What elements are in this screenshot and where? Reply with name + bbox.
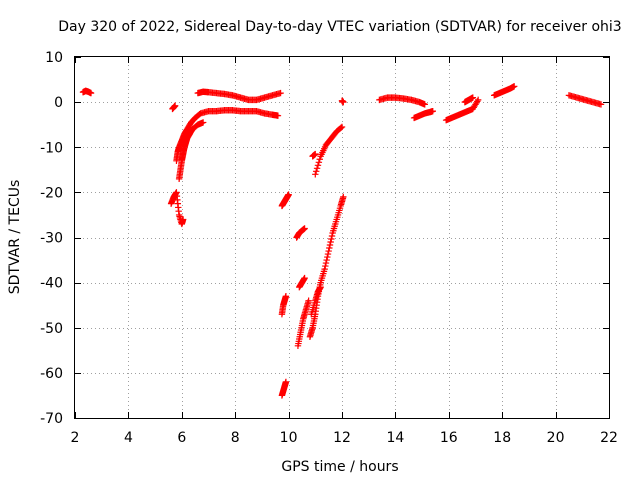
data-point [511, 83, 518, 90]
data-point [325, 247, 332, 255]
x-tick-label: 8 [231, 430, 240, 446]
x-tick-label: 14 [386, 430, 404, 446]
data-point [305, 297, 312, 304]
data-point [274, 112, 282, 119]
data-point [326, 244, 333, 252]
data-point [328, 232, 336, 240]
series-arc-09 [278, 378, 290, 399]
grid [75, 57, 609, 418]
x-tick-label: 6 [177, 430, 186, 446]
y-tick-label: -50 [40, 321, 63, 337]
series-arc-19 [410, 107, 436, 122]
series-arc-16 [312, 123, 346, 178]
series-arc-08 [278, 292, 290, 318]
series-arc-18 [376, 94, 428, 108]
series-arc-04 [173, 107, 282, 164]
y-tick-label: -10 [40, 140, 63, 156]
data-point [324, 253, 331, 261]
series-arc-20 [442, 96, 482, 124]
y-tick-label: -30 [40, 231, 63, 247]
data-point [340, 193, 347, 201]
data-point [312, 171, 319, 178]
data-point [282, 292, 290, 300]
data-point [313, 165, 321, 172]
series-arc-12 [296, 274, 308, 291]
data-point [340, 98, 347, 106]
data-point [324, 250, 332, 258]
data-point [285, 191, 292, 198]
data-point [314, 162, 322, 169]
data-point [312, 150, 319, 158]
series-arc-22 [490, 83, 518, 99]
data-marks [79, 83, 605, 399]
data-point [421, 101, 428, 108]
series-arc-01 [79, 87, 95, 97]
series-arc-02 [169, 102, 179, 113]
data-point [322, 262, 329, 270]
x-tick-label: 16 [440, 430, 458, 446]
x-axis-title: GPS time / hours [281, 459, 398, 475]
data-point [328, 235, 335, 243]
data-point [474, 98, 481, 105]
data-point [469, 94, 477, 101]
data-point [312, 168, 320, 175]
data-point [199, 119, 207, 126]
data-point [327, 238, 334, 246]
y-tick-label: -70 [40, 411, 63, 427]
y-tick-label: -40 [40, 276, 63, 292]
series-arc-11 [294, 297, 312, 349]
data-point [315, 159, 323, 166]
series-arc-23 [565, 92, 605, 108]
x-tick-label: 22 [600, 430, 618, 446]
y-tick-label: 10 [45, 50, 63, 66]
y-axis-title: SDTVAR / TECUs [7, 180, 23, 295]
data-point [277, 89, 284, 97]
data-point [337, 124, 345, 131]
data-point [338, 123, 346, 131]
data-point [179, 216, 187, 223]
series-arc-05 [175, 119, 207, 183]
y-tick-label: -20 [40, 185, 63, 201]
data-point [474, 96, 482, 104]
data-point [301, 225, 308, 232]
series-arc-15 [309, 150, 319, 160]
axis-ticks: 2 4 6 8 10 12 14 16 18 20 22 10 0 -10 -20 -30 -40 -50 -60 -… [40, 50, 618, 446]
data-point [282, 378, 290, 386]
x-tick-label: 12 [333, 430, 351, 446]
y-tick-label: 0 [54, 95, 63, 111]
data-point [301, 274, 308, 282]
data-point [323, 256, 330, 264]
x-tick-label: 18 [493, 430, 511, 446]
data-point [597, 101, 605, 108]
series-arc-17 [338, 97, 347, 106]
data-point [316, 156, 323, 163]
series-arc-14 [308, 283, 324, 318]
data-point [87, 89, 95, 97]
data-point [171, 102, 179, 109]
data-point [429, 107, 436, 115]
series-arc-06 [194, 88, 284, 104]
x-tick-label: 20 [547, 430, 565, 446]
data-point [322, 259, 330, 267]
series-arc-07 [278, 191, 292, 210]
data-point [321, 265, 328, 273]
data-point [317, 283, 324, 291]
data-point [326, 241, 334, 249]
y-tick-label: -60 [40, 366, 63, 382]
series-arc-03 [167, 189, 187, 228]
series-arc-21 [461, 94, 477, 106]
x-tick-label: 4 [124, 430, 133, 446]
plot-frame [74, 56, 610, 419]
x-tick-label: 10 [280, 430, 298, 446]
series-arc-10 [293, 225, 308, 241]
x-tick-label: 2 [71, 430, 80, 446]
chart-title: Day 320 of 2022, Sidereal Day-to-day VTE… [58, 19, 621, 35]
